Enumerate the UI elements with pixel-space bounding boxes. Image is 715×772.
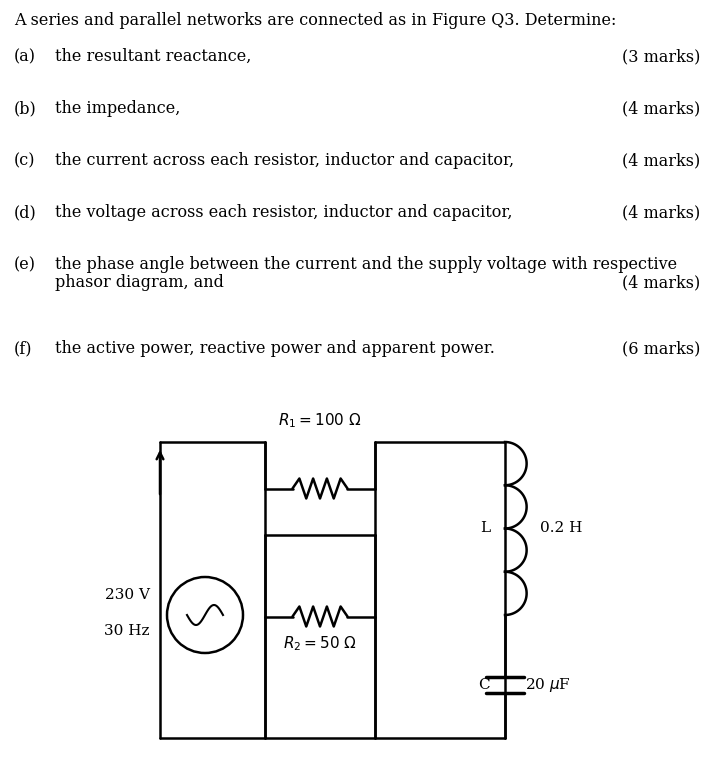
- Text: 20 $\mu$F: 20 $\mu$F: [525, 676, 571, 694]
- Text: (3 marks): (3 marks): [621, 48, 700, 65]
- Text: 0.2 H: 0.2 H: [540, 522, 583, 536]
- Text: (d): (d): [14, 204, 36, 221]
- Text: 230 V: 230 V: [105, 588, 150, 602]
- Text: phasor diagram, and: phasor diagram, and: [55, 274, 224, 291]
- Text: (4 marks): (4 marks): [622, 204, 700, 221]
- Text: the voltage across each resistor, inductor and capacitor,: the voltage across each resistor, induct…: [55, 204, 513, 221]
- Text: (4 marks): (4 marks): [622, 152, 700, 169]
- Text: the current across each resistor, inductor and capacitor,: the current across each resistor, induct…: [55, 152, 514, 169]
- Text: the phase angle between the current and the supply voltage with respective: the phase angle between the current and …: [55, 256, 677, 273]
- Text: the active power, reactive power and apparent power.: the active power, reactive power and app…: [55, 340, 495, 357]
- Text: $R_1 = 100\ \Omega$: $R_1 = 100\ \Omega$: [278, 411, 362, 430]
- Text: (c): (c): [14, 152, 36, 169]
- Text: the impedance,: the impedance,: [55, 100, 180, 117]
- Text: (6 marks): (6 marks): [621, 340, 700, 357]
- Text: the resultant reactance,: the resultant reactance,: [55, 48, 252, 65]
- Text: A series and parallel networks are connected as in Figure Q3. Determine:: A series and parallel networks are conne…: [14, 12, 616, 29]
- Text: (b): (b): [14, 100, 36, 117]
- Text: 30 Hz: 30 Hz: [104, 624, 150, 638]
- Text: (4 marks): (4 marks): [622, 100, 700, 117]
- Text: $R_2 = 50\ \Omega$: $R_2 = 50\ \Omega$: [283, 635, 357, 653]
- Text: L: L: [480, 522, 490, 536]
- Text: C: C: [478, 678, 490, 692]
- Text: (f): (f): [14, 340, 32, 357]
- Text: (4 marks): (4 marks): [622, 274, 700, 291]
- Text: (e): (e): [14, 256, 36, 273]
- Text: (a): (a): [14, 48, 36, 65]
